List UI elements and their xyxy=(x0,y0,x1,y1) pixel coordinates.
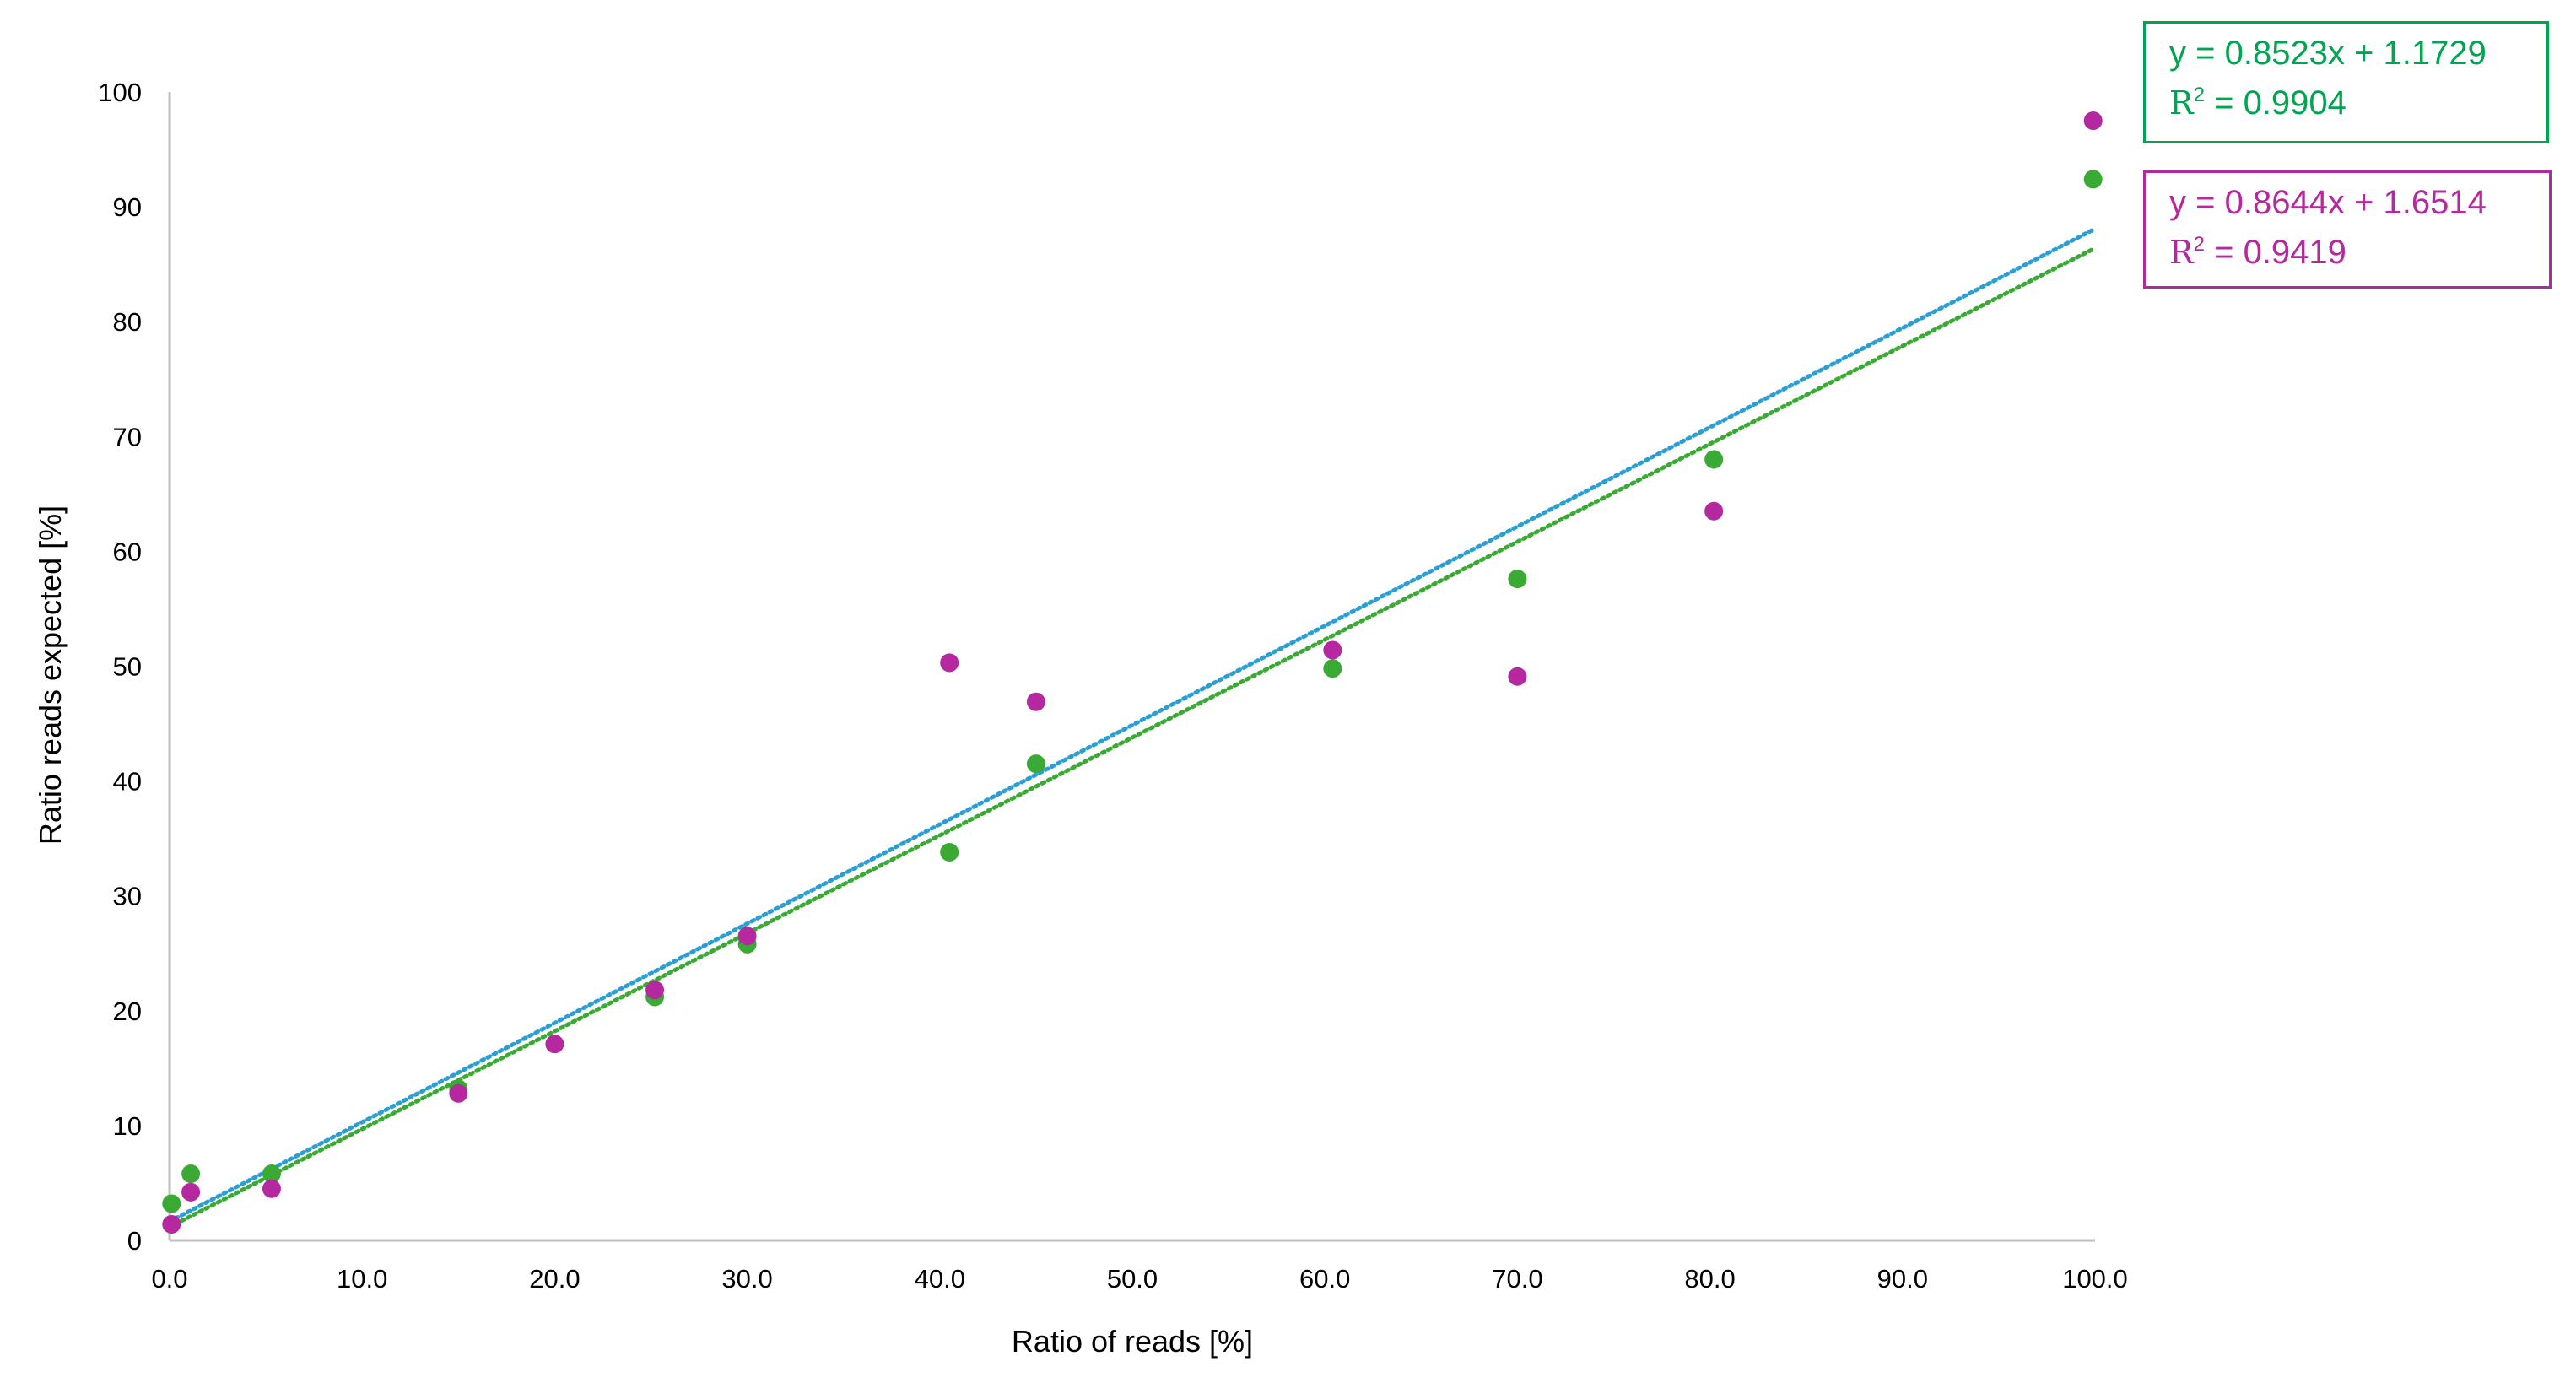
x-tick-label: 20.0 xyxy=(529,1264,580,1294)
data-point-series-2 xyxy=(737,927,757,946)
data-point-series-1 xyxy=(1026,754,1045,774)
data-point-series-1 xyxy=(1704,450,1724,469)
y-axis-title: Ratio reads expected [%] xyxy=(33,505,68,845)
y-tick-label: 100 xyxy=(98,78,142,107)
axes xyxy=(168,92,2095,1242)
y-tick-label: 90 xyxy=(113,192,142,222)
y-tick-label: 80 xyxy=(113,307,142,337)
data-point-series-1 xyxy=(162,1194,181,1213)
data-point-series-2 xyxy=(545,1035,564,1054)
data-point-series-2 xyxy=(1323,640,1342,660)
data-point-series-1 xyxy=(1323,659,1342,678)
x-tick-label: 40.0 xyxy=(915,1264,965,1294)
magenta-equation-box: y = 0.8644x + 1.6514 R2 = 0.9419 xyxy=(2143,170,2552,289)
y-tick-label: 0 xyxy=(127,1226,142,1256)
magenta-equation: y = 0.8644x + 1.6514 xyxy=(2169,184,2487,221)
data-point-series-1 xyxy=(2083,170,2103,189)
data-point-series-1 xyxy=(262,1164,281,1184)
data-point-series-1 xyxy=(1508,570,1527,589)
x-tick-label: 60.0 xyxy=(1299,1264,1350,1294)
data-point-series-2 xyxy=(1704,501,1724,521)
x-tick-labels: 0.0 10.0 20.0 30.0 40.0 50.0 60.0 70.0 80.0 90.0 1… xyxy=(151,1264,2127,1294)
y-tick-label: 30 xyxy=(113,882,142,911)
x-axis-title: Ratio of reads [%] xyxy=(1012,1324,1253,1359)
data-point-series-2 xyxy=(2083,111,2103,131)
data-point-series-2 xyxy=(940,653,959,673)
data-point-series-2 xyxy=(181,1182,201,1202)
data-point-series-1 xyxy=(181,1164,201,1184)
x-tick-label: 50.0 xyxy=(1107,1264,1158,1294)
data-point-series-2 xyxy=(1508,667,1527,686)
green-equation: y = 0.8523x + 1.1729 xyxy=(2169,35,2487,72)
y-tick-label: 40 xyxy=(113,767,142,797)
x-tick-label: 10.0 xyxy=(337,1264,387,1294)
data-point-series-2 xyxy=(1026,692,1045,711)
green-r-squared: R2 = 0.9904 xyxy=(2169,84,2346,122)
x-tick-label: 80.0 xyxy=(1684,1264,1735,1294)
y-tick-labels: 0 10 20 30 40 50 60 70 80 90 100 xyxy=(98,78,142,1256)
y-tick-label: 50 xyxy=(113,652,142,682)
data-point-series-2 xyxy=(449,1083,468,1103)
data-point-series-1 xyxy=(940,842,959,862)
data-point-series-2 xyxy=(162,1214,181,1234)
trendline-2 xyxy=(167,226,2098,1224)
green-equation-box: y = 0.8523x + 1.1729 R2 = 0.9904 xyxy=(2143,21,2549,143)
x-tick-label: 0.0 xyxy=(151,1264,187,1294)
y-tick-label: 70 xyxy=(113,422,142,451)
x-tick-label: 30.0 xyxy=(721,1264,772,1294)
trendlines xyxy=(167,226,2098,1229)
y-tick-label: 60 xyxy=(113,537,142,566)
y-tick-label: 10 xyxy=(113,1111,142,1141)
data-point-series-2 xyxy=(645,981,665,1000)
x-tick-label: 100.0 xyxy=(2062,1264,2128,1294)
y-tick-label: 20 xyxy=(113,997,142,1026)
magenta-r-squared: R2 = 0.9419 xyxy=(2169,233,2346,271)
data-points xyxy=(162,111,2103,1234)
x-tick-label: 90.0 xyxy=(1877,1264,1928,1294)
trendline-1 xyxy=(167,246,2098,1229)
x-tick-label: 70.0 xyxy=(1492,1264,1542,1294)
data-point-series-2 xyxy=(262,1179,281,1198)
